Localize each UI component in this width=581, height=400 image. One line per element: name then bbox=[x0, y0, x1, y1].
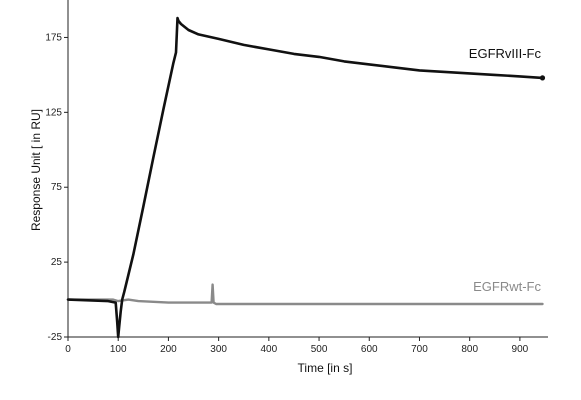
y-tick-label-75: 75 bbox=[51, 182, 63, 193]
y-tick-label-175: 175 bbox=[45, 32, 62, 43]
x-tick-label-800: 800 bbox=[461, 344, 478, 355]
series-label-egfrviii: EGFRvIII-Fc bbox=[469, 46, 542, 61]
series-layer bbox=[66, 16, 546, 339]
series-line-egfrviii-fc bbox=[66, 16, 544, 339]
y-axis-title: Response Unit [ in RU] bbox=[29, 109, 43, 231]
x-tick-label-300: 300 bbox=[210, 344, 227, 355]
series-label-egfrwt: EGFRwt-Fc bbox=[473, 279, 541, 294]
y-tick-label--25: -25 bbox=[48, 332, 63, 343]
series-line-egfrwt-fc bbox=[66, 283, 544, 306]
series-end-marker bbox=[539, 75, 546, 81]
x-axis: 0 100 200 300 400 500 600 700 800 900 bbox=[65, 336, 548, 355]
x-tick-label-900: 900 bbox=[512, 344, 529, 355]
y-tick-label-25: 25 bbox=[51, 257, 63, 268]
x-tick-label-600: 600 bbox=[361, 344, 378, 355]
x-tick-label-0: 0 bbox=[65, 344, 71, 355]
x-tick-label-200: 200 bbox=[160, 344, 177, 355]
x-tick-label-700: 700 bbox=[411, 344, 428, 355]
x-tick-label-100: 100 bbox=[110, 344, 127, 355]
y-axis: -25 25 75 125 175 bbox=[45, 0, 69, 343]
x-axis-title: Time [in s] bbox=[298, 361, 353, 375]
x-tick-label-400: 400 bbox=[260, 344, 277, 355]
y-tick-label-125: 125 bbox=[45, 107, 62, 118]
x-tick-label-500: 500 bbox=[311, 344, 328, 355]
